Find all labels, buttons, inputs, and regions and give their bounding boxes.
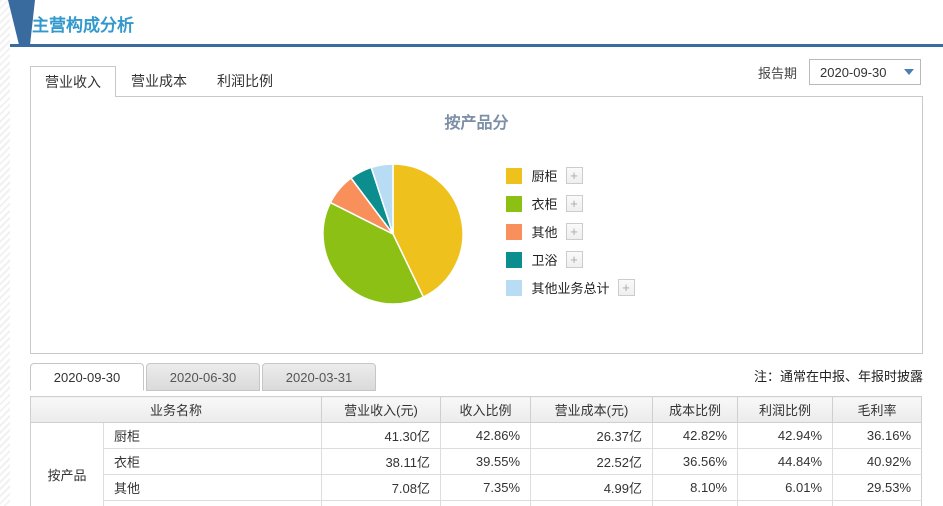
col-header-revenue: 营业收入(元)	[321, 396, 442, 423]
tab-operating-cost[interactable]: 营业成本	[131, 73, 187, 89]
subbar: 2020-09-30 2020-06-30 2020-03-31 注：通常在中报…	[30, 362, 923, 391]
legend-label: 衣柜	[531, 197, 558, 212]
cell-name: 衣柜	[102, 448, 323, 475]
legend-swatch	[506, 167, 523, 184]
cell-name: 卫浴	[102, 500, 323, 506]
date-tabs: 2020-09-30 2020-06-30 2020-03-31	[30, 363, 376, 391]
cell-revenue-pct: 7.35%	[440, 474, 532, 501]
disclosure-note: 注：通常在中报、年报时披露	[753, 369, 923, 384]
chevron-down-icon	[898, 60, 920, 84]
cell-profit-pct: 3.73%	[737, 500, 834, 506]
legend-label: 其他	[531, 225, 558, 240]
report-period-select[interactable]: 2020-09-30	[809, 59, 921, 85]
date-tab-2020-06-30[interactable]: 2020-06-30	[146, 363, 260, 391]
chart-title: 按产品分	[444, 115, 509, 132]
cell-name: 其他	[102, 474, 323, 501]
header-underline	[10, 44, 943, 47]
cell-cost: 4.99亿	[530, 474, 654, 501]
report-period-label: 报告期	[757, 65, 797, 81]
legend-add-button[interactable]: +	[565, 251, 583, 268]
page-title: 主营构成分析	[32, 16, 134, 35]
metric-tabs: 营业收入 营业成本 利润比例	[30, 66, 288, 97]
cell-cost-pct: 36.56%	[652, 448, 739, 475]
cell-name: 厨柜	[102, 422, 323, 449]
col-header-cost-pct: 成本比例	[652, 396, 739, 423]
table-row: 卫浴 5.02亿 5.21% 3.72亿 6.04% 3.73% 25.85%	[31, 500, 923, 506]
legend-item: 厨柜 +	[506, 167, 634, 184]
col-header-business-name: 业务名称	[29, 396, 323, 423]
legend-swatch	[506, 279, 523, 296]
date-tab-2020-03-31[interactable]: 2020-03-31	[262, 363, 376, 391]
legend-item: 衣柜 +	[506, 195, 634, 212]
report-period: 报告期 2020-09-30	[758, 59, 921, 85]
cell-revenue-pct: 5.21%	[440, 500, 532, 506]
date-tab-2020-09-30[interactable]: 2020-09-30	[30, 363, 144, 391]
cell-cost-pct: 6.04%	[652, 500, 739, 506]
pie-slice-1[interactable]	[322, 201, 425, 305]
cell-revenue-pct: 39.55%	[440, 448, 532, 475]
cell-cost-pct: 42.82%	[652, 422, 739, 449]
legend-add-button[interactable]: +	[617, 279, 635, 296]
chart-panel: 按产品分 厨柜 + 衣柜 + 其他 +	[30, 96, 923, 354]
composition-table: 业务名称 营业收入(元) 收入比例 营业成本(元) 成本比例 利润比例 毛利率 …	[29, 396, 923, 506]
cell-profit-pct: 42.94%	[737, 422, 834, 449]
tab-operating-revenue[interactable]: 营业收入	[30, 66, 116, 97]
group-cell: 按产品	[30, 422, 104, 506]
tab-profit-ratio[interactable]: 利润比例	[217, 73, 273, 89]
legend-label: 厨柜	[531, 169, 558, 184]
legend-swatch	[506, 223, 523, 240]
cell-gross-margin: 29.53%	[832, 474, 923, 501]
cell-gross-margin: 40.92%	[832, 448, 923, 475]
pie-legend: 厨柜 + 衣柜 + 其他 + 卫浴 +	[506, 167, 635, 307]
cell-cost: 3.72亿	[530, 500, 654, 506]
pie-chart[interactable]	[318, 159, 468, 309]
cell-revenue: 5.02亿	[321, 500, 442, 506]
cell-cost: 26.37亿	[530, 422, 654, 449]
cell-cost: 22.52亿	[530, 448, 654, 475]
legend-add-button[interactable]: +	[565, 167, 583, 184]
cell-gross-margin: 36.16%	[832, 422, 923, 449]
pie-slice-0[interactable]	[392, 163, 465, 299]
legend-swatch	[506, 195, 523, 212]
col-header-revenue-pct: 收入比例	[440, 396, 532, 423]
legend-item: 卫浴 +	[506, 251, 634, 268]
table-row: 其他 7.08亿 7.35% 4.99亿 8.10% 6.01% 29.53%	[31, 474, 923, 501]
legend-item: 其他业务总计 +	[506, 279, 635, 296]
cell-profit-pct: 6.01%	[737, 474, 834, 501]
col-header-profit-pct: 利润比例	[737, 396, 834, 423]
col-header-gross-margin: 毛利率	[832, 396, 923, 423]
legend-swatch	[506, 251, 523, 268]
legend-add-button[interactable]: +	[565, 195, 583, 212]
pie-slice-4[interactable]	[370, 163, 395, 235]
legend-item: 其他 +	[506, 223, 634, 240]
table-header-row: 业务名称 营业收入(元) 收入比例 营业成本(元) 成本比例 利润比例 毛利率	[29, 396, 923, 423]
cell-revenue: 7.08亿	[321, 474, 442, 501]
legend-label: 卫浴	[531, 253, 558, 268]
chart-row: 厨柜 + 衣柜 + 其他 + 卫浴 +	[31, 159, 922, 309]
cell-gross-margin: 25.85%	[832, 500, 923, 506]
cell-revenue: 41.30亿	[321, 422, 442, 449]
legend-add-button[interactable]: +	[565, 223, 583, 240]
table-row: 衣柜 38.11亿 39.55% 22.52亿 36.56% 44.84% 40…	[31, 448, 923, 475]
corner-ribbon	[8, 0, 35, 44]
main-panel: 主营构成分析 营业收入 营业成本 利润比例 报告期 2020-09-30 按产品…	[8, 0, 943, 506]
cell-revenue-pct: 42.86%	[440, 422, 532, 449]
table-row: 按产品 厨柜 41.30亿 42.86% 26.37亿 42.82% 42.94…	[30, 422, 923, 506]
cell-revenue: 38.11亿	[321, 448, 442, 475]
legend-label: 其他业务总计	[531, 281, 610, 296]
report-period-value: 2020-09-30	[820, 64, 887, 80]
cell-cost-pct: 8.10%	[652, 474, 739, 501]
page-header: 主营构成分析	[8, 0, 943, 47]
cell-profit-pct: 44.84%	[737, 448, 834, 475]
col-header-cost: 营业成本(元)	[530, 396, 654, 423]
toolbar: 营业收入 营业成本 利润比例 报告期 2020-09-30	[10, 57, 943, 97]
